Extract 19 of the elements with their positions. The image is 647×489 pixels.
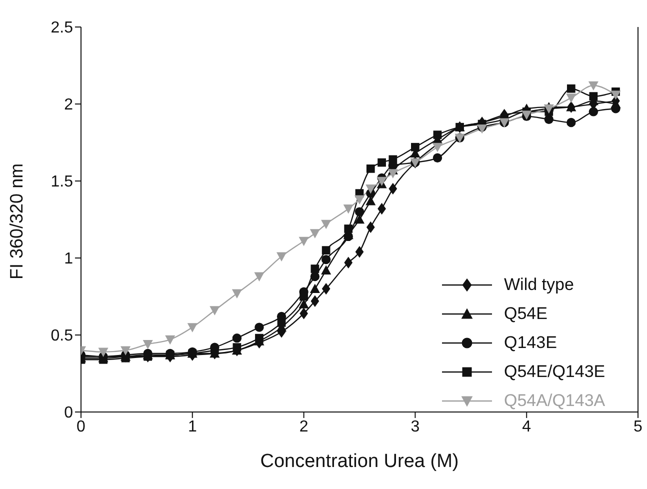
y-tick-label: 1 [64, 250, 74, 268]
legend-label: Q54E [504, 304, 548, 324]
x-tick-label: 5 [634, 418, 643, 436]
y-tick-label: 1.5 [50, 174, 74, 191]
y-axis-title: FI 360/320 nm [6, 163, 26, 280]
x-tick-label: 0 [76, 418, 86, 436]
x-axis-title: Concentration Urea (M) [260, 451, 459, 472]
legend-label: Q143E [504, 332, 557, 352]
y-tick-label: 2 [64, 96, 74, 114]
x-tick-label: 2 [299, 418, 308, 436]
y-tick-label: 2.5 [50, 20, 74, 37]
y-tick-label: 0.5 [50, 328, 74, 345]
x-tick-label: 1 [188, 418, 197, 436]
x-tick-label: 3 [410, 418, 420, 436]
legend-label: Q54E/Q143E [504, 362, 606, 382]
legend-label: Wild type [504, 274, 574, 294]
y-tick-label: 0 [64, 404, 74, 422]
legend-label: Q54A/Q143A [504, 390, 606, 410]
x-tick-label: 4 [522, 418, 532, 436]
